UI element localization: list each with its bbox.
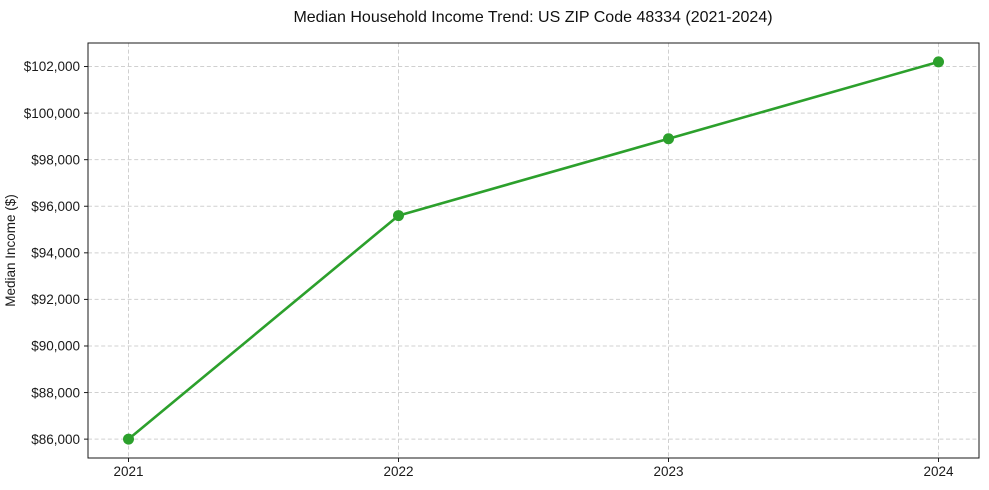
- x-tick-label: 2024: [923, 464, 954, 479]
- y-tick-label: $86,000: [31, 432, 80, 447]
- chart-layer: $86,000 $88,000 $90,000 $92,000 $94,000 $96,0…: [24, 42, 980, 479]
- x-tick-label: 2021: [113, 464, 143, 479]
- data-point: [933, 56, 944, 68]
- y-axis-label: Median Income ($): [3, 194, 18, 307]
- y-tick-label: $92,000: [31, 292, 80, 307]
- y-tick-label: $102,000: [24, 59, 80, 74]
- x-tick-label: 2022: [383, 464, 413, 479]
- trend-line: [127, 60, 940, 441]
- y-tick-label: $88,000: [31, 385, 80, 400]
- plot-border: [87, 42, 980, 459]
- chart-title: Median Household Income Trend: US ZIP Co…: [293, 9, 772, 26]
- y-tick-label: $90,000: [31, 339, 80, 354]
- data-point: [663, 133, 674, 145]
- y-tick-label: $96,000: [31, 199, 80, 214]
- y-tick-label: $98,000: [31, 152, 80, 167]
- data-point: [393, 210, 404, 222]
- x-tick-label: 2023: [653, 464, 683, 479]
- y-tick-label: $94,000: [31, 246, 80, 261]
- y-tick-label: $100,000: [24, 106, 80, 121]
- data-point: [123, 433, 134, 445]
